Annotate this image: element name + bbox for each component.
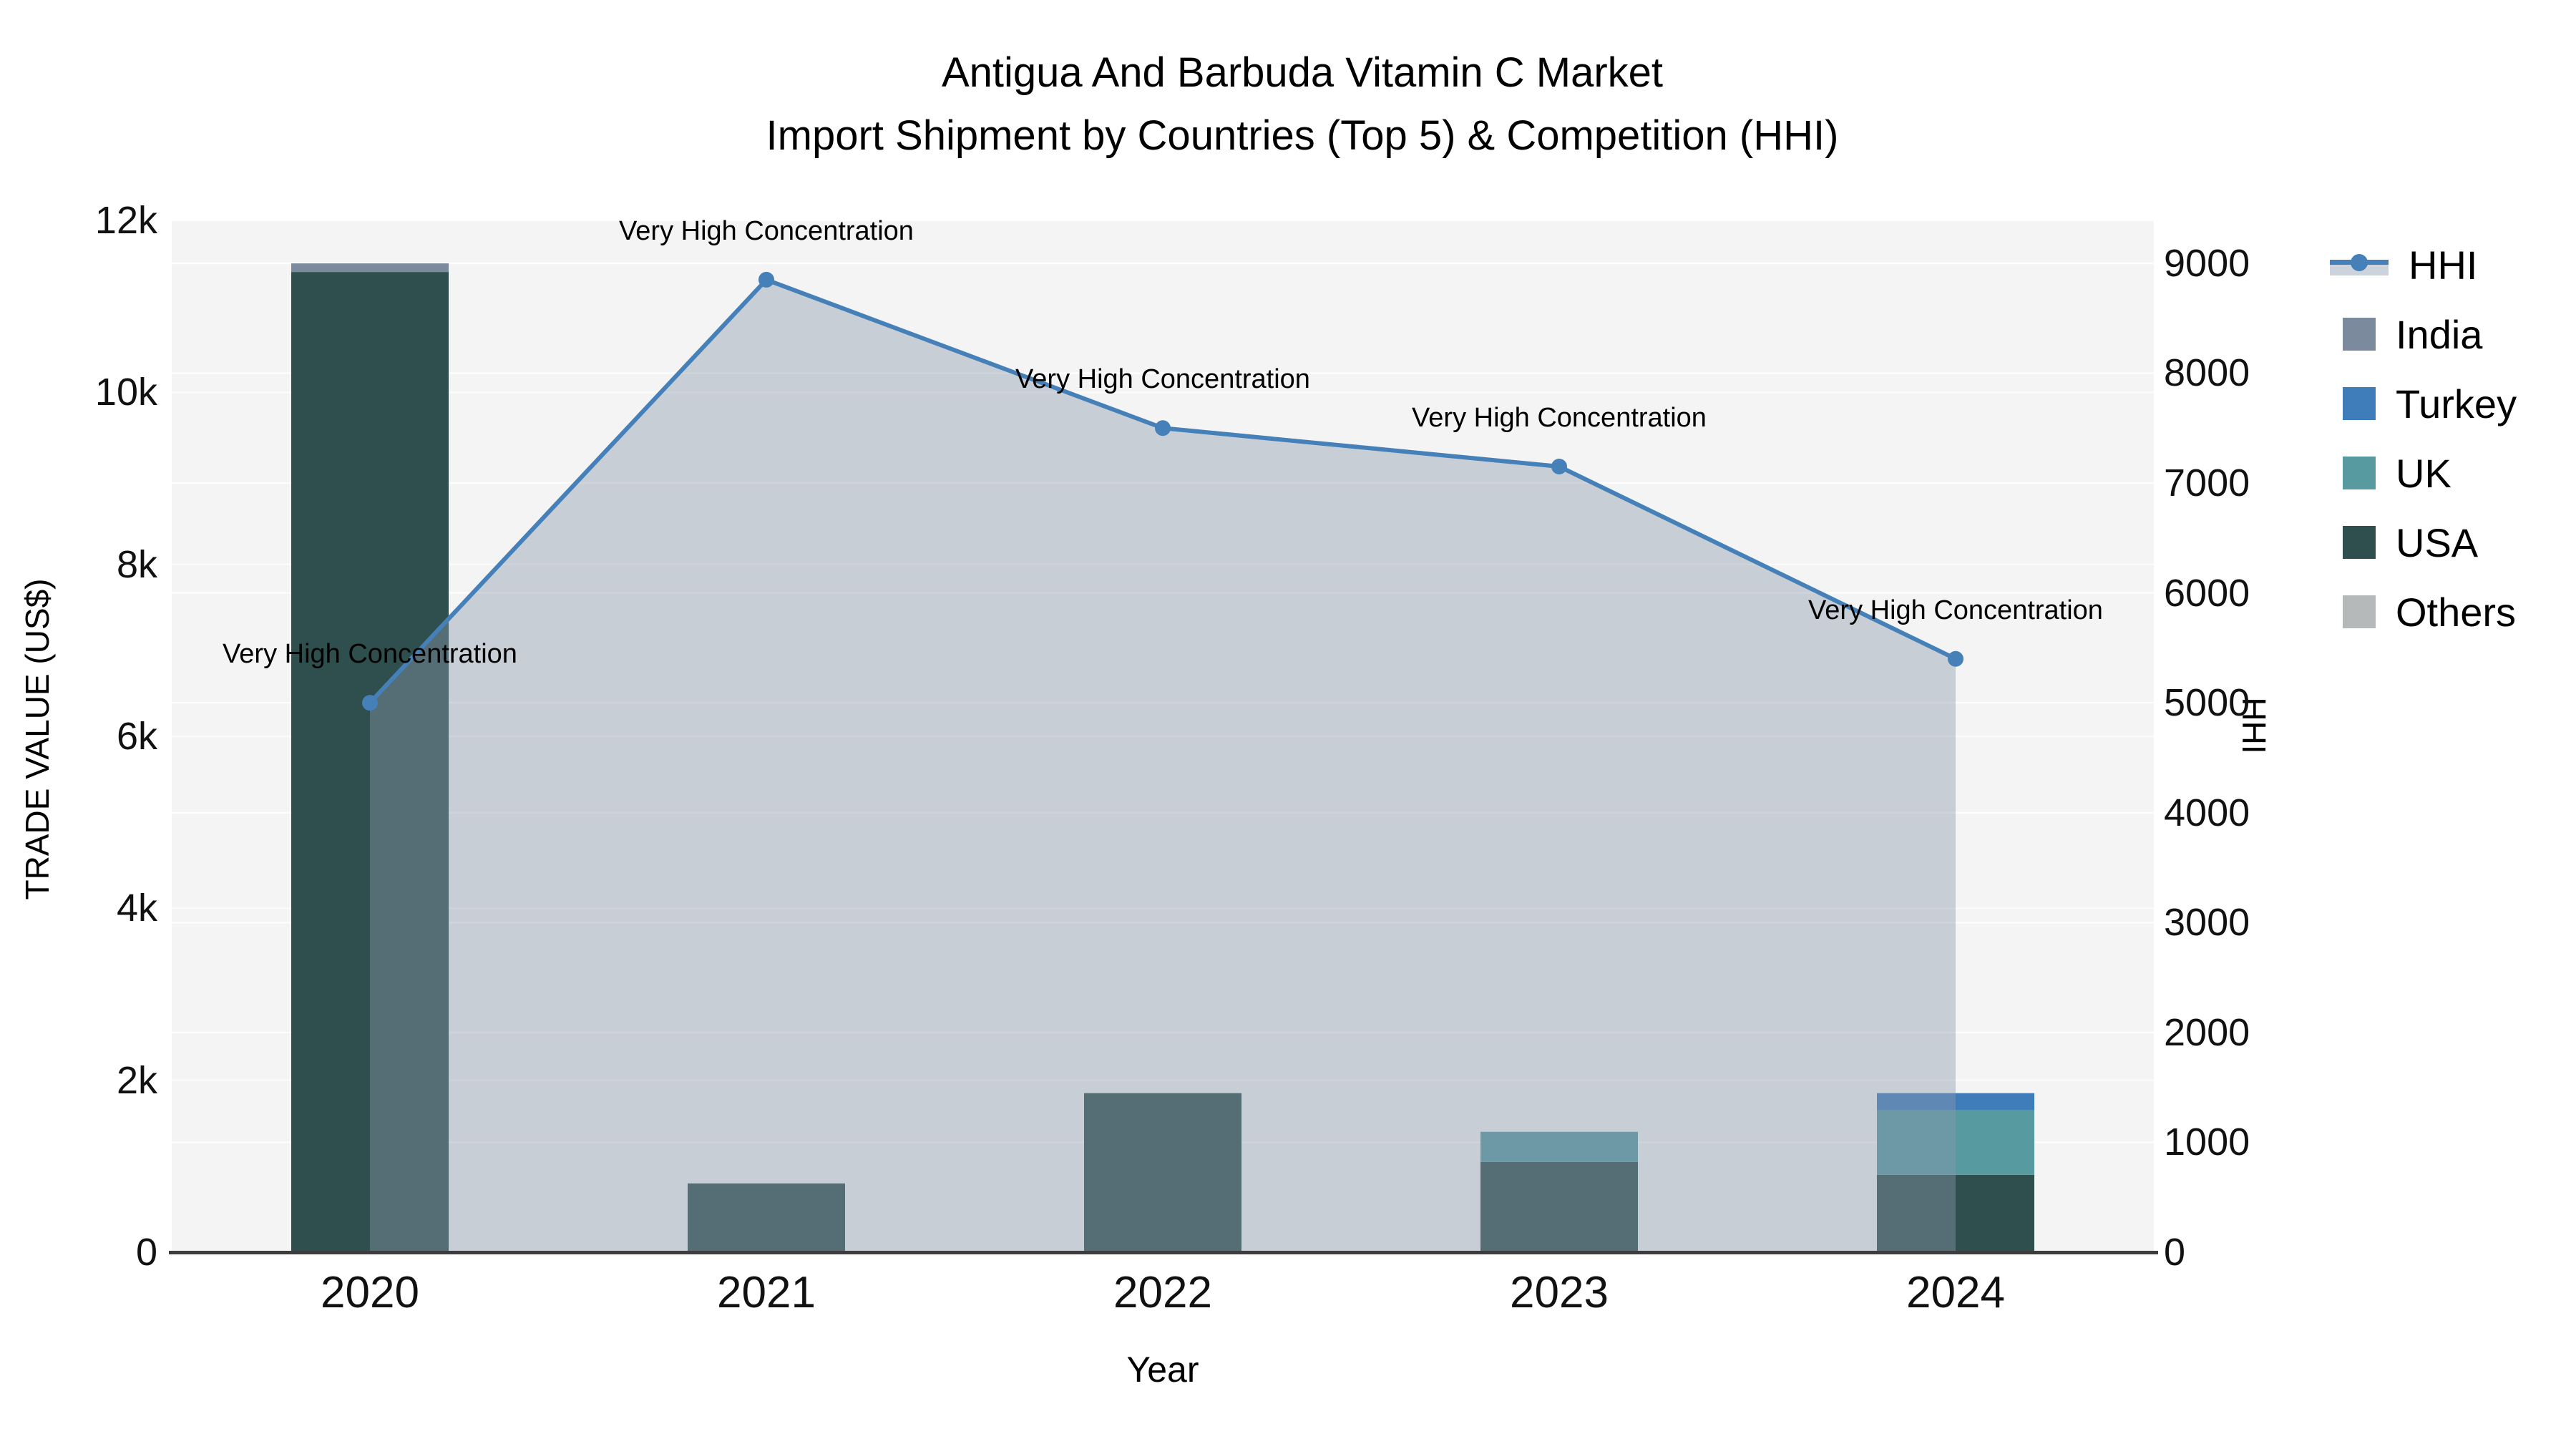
hhi-point-2023[interactable] [1551,458,1567,474]
legend-label: India [2396,311,2483,357]
bar-segment-usa-2023[interactable] [1480,1161,1638,1252]
x-tick-label: 2021 [717,1268,816,1317]
legend-item-others[interactable]: Others [2334,583,2516,640]
y-right-tick-label: 6000 [2164,571,2250,615]
legend-item-india[interactable]: India [2334,306,2482,363]
y-right-tick-label: 4000 [2164,791,2250,834]
legend-label: Turkey [2396,381,2517,426]
legend-swatch-others [2343,595,2376,628]
bar-segment-turkey-2024[interactable] [1877,1093,2034,1111]
legend-label: USA [2396,519,2479,565]
hhi-area-fill [370,279,1956,1252]
legend-item-usa[interactable]: USA [2334,514,2478,571]
x-tick-label: 2024 [1906,1268,2005,1317]
annotation-very-high-concentration: Very High Concentration [619,215,914,246]
annotation-very-high-concentration: Very High Concentration [223,639,517,670]
bar-segment-uk-2024[interactable] [1877,1110,2034,1175]
hhi-point-2022[interactable] [1155,420,1171,436]
y-left-tick-label: 0 [135,1231,157,1274]
bar-segment-usa-2020[interactable] [291,272,449,1253]
hhi-point-2024[interactable] [1948,650,1963,667]
y-right-tick-label: 9000 [2164,241,2250,285]
y-right-tick-label: 2000 [2164,1010,2250,1054]
bar-segment-usa-2022[interactable] [1084,1093,1241,1252]
legend-swatch-turkey [2343,387,2376,420]
chart-title-line1: Antigua And Barbuda Vitamin C Market [941,49,1664,96]
bar-segment-uk-2023[interactable] [1480,1131,1638,1162]
hhi-point-2020[interactable] [362,695,378,711]
x-tick-label: 2023 [1510,1268,1609,1317]
y-right-tick-label: 1000 [2164,1121,2250,1164]
legend-swatch-india [2343,318,2376,351]
legend-label: Others [2396,589,2517,635]
legend-swatch-usa [2343,526,2376,559]
bar-segment-india-2020[interactable] [291,263,449,273]
y-right-tick-label: 3000 [2164,901,2250,945]
annotation-very-high-concentration: Very High Concentration [1412,402,1707,433]
legend-item-turkey[interactable]: Turkey [2334,375,2517,432]
x-axis-line [169,1251,2158,1254]
legend-swatch-uk [2343,457,2376,489]
hhi-point-2021[interactable] [758,271,774,288]
legend-label: HHI [2409,242,2478,288]
y-left-tick-label: 12k [94,199,157,242]
annotation-very-high-concentration: Very High Concentration [1015,364,1310,395]
annotation-very-high-concentration: Very High Concentration [1808,595,2103,625]
y-right-tick-label: 8000 [2164,351,2250,395]
y-right-tick-label: 5000 [2164,681,2250,725]
chart-title-line2: Import Shipment by Countries (Top 5) & C… [766,112,1839,159]
legend-item-uk[interactable]: UK [2334,444,2451,502]
y-right-tick-label: 0 [2164,1231,2186,1274]
y-right-tick-label: 7000 [2164,462,2250,505]
legend-item-hhi[interactable]: HHI [2330,236,2478,293]
legend-hhi-line-icon [2330,254,2389,275]
x-tick-label: 2022 [1113,1268,1212,1317]
bar-segment-usa-2021[interactable] [688,1183,845,1252]
y-left-tick-label: 2k [116,1058,157,1102]
y-left-tick-label: 4k [116,887,157,930]
legend-line-dot [2351,254,2368,271]
legend-label: UK [2396,450,2451,496]
bar-segment-usa-2024[interactable] [1877,1174,2034,1252]
y-left-tick-label: 10k [94,371,157,414]
y-left-tick-label: 6k [116,715,157,758]
y-left-tick-label: 8k [116,542,157,586]
x-tick-label: 2020 [321,1268,419,1317]
chart-title: Antigua And Barbuda Vitamin C Market Imp… [0,42,2576,167]
x-axis-title: Year [1126,1350,1199,1390]
